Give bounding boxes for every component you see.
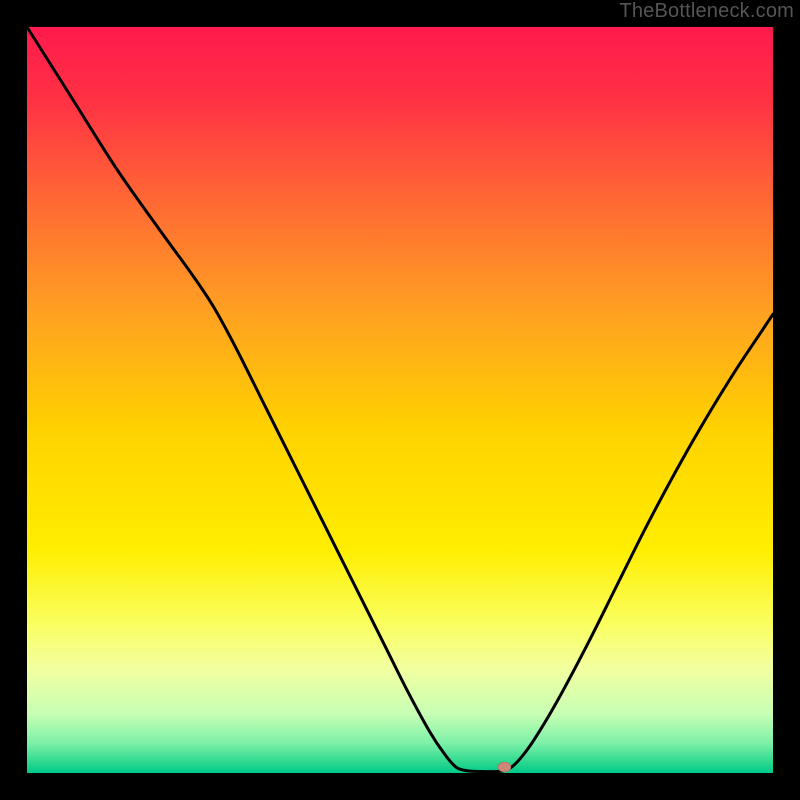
bottleneck-chart	[0, 0, 800, 800]
optimal-point-marker	[498, 762, 511, 772]
chart-frame: TheBottleneck.com	[0, 0, 800, 800]
plot-background	[27, 27, 773, 773]
